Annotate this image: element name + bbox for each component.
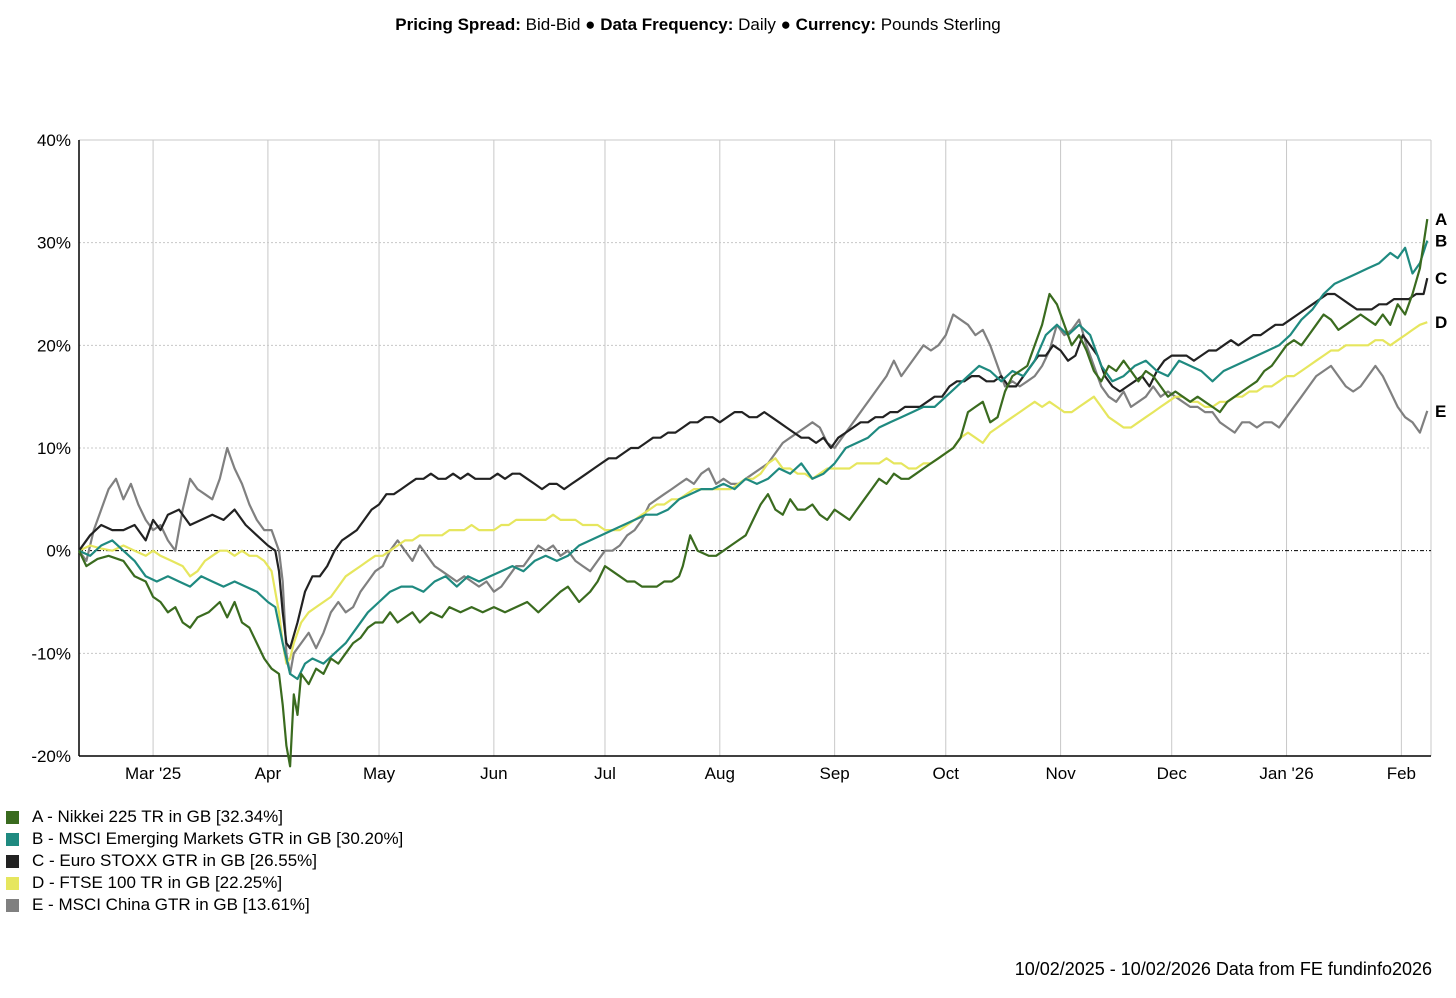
chart-axes [78,139,1432,757]
series-line-c [78,277,1429,650]
y-tick-label: 20% [37,336,71,355]
legend-item: D - FTSE 100 TR in GB [22.25%] [6,872,403,894]
header-separator: ● [780,15,791,34]
series-line-e [78,313,1429,675]
legend-item: B - MSCI Emerging Markets GTR in GB [30.… [6,828,403,850]
series-line-b [78,240,1429,681]
y-tick-label: -20% [31,747,71,766]
legend-swatch [6,898,19,912]
x-tick-label: Sep [820,764,850,783]
data-frequency-value: Daily [738,15,776,34]
chart-series [78,218,1429,768]
x-tick-label: Jan '26 [1259,764,1313,783]
header-separator: ● [585,15,596,34]
chart-grid [79,140,1431,756]
line-chart: -20% -10% 0% 10% 20% 30% 40% Mar '25 Apr May Jun Ju… [31,131,1447,783]
x-tick-label: Nov [1045,764,1076,783]
x-tick-label: Dec [1157,764,1188,783]
chart-legend: A - Nikkei 225 TR in GB [32.34%] B - MSCI… [6,806,403,916]
y-tick-label: 10% [37,439,71,458]
currency-value: Pounds Sterling [880,15,1001,34]
series-end-label: B [1435,232,1447,251]
legend-label: D - FTSE 100 TR in GB [22.25%] [32,873,283,892]
legend-swatch [6,876,19,890]
y-tick-label: 30% [37,234,71,253]
x-tick-label: Aug [705,764,735,783]
x-tick-label: Apr [255,764,282,783]
legend-item: A - Nikkei 225 TR in GB [32.34%] [6,806,403,828]
series-end-label: D [1435,313,1447,332]
y-tick-label: -10% [31,644,71,663]
pricing-spread-value: Bid-Bid [525,15,581,34]
chart-header: Pricing Spread: Bid-Bid ● Data Frequency… [0,15,1396,35]
x-tick-label: Oct [933,764,960,783]
legend-label: B - MSCI Emerging Markets GTR in GB [30.… [32,829,404,848]
currency-label: Currency: [795,15,876,34]
series-line-a [78,218,1429,768]
x-tick-label: May [363,764,396,783]
chart-footer: 10/02/2025 - 10/02/2026 Data from FE fun… [1014,959,1432,979]
x-tick-label: Jul [594,764,616,783]
legend-label: C - Euro STOXX GTR in GB [26.55%] [32,851,318,870]
legend-item: C - Euro STOXX GTR in GB [26.55%] [6,850,403,872]
legend-label: E - MSCI China GTR in GB [13.61%] [32,895,310,914]
y-tick-label: 0% [46,542,71,561]
series-end-label: E [1435,402,1446,421]
legend-label: A - Nikkei 225 TR in GB [32.34%] [32,807,284,826]
pricing-spread-label: Pricing Spread: [395,15,521,34]
legend-swatch [6,832,19,846]
x-tick-label: Feb [1387,764,1416,783]
y-tick-label: 40% [37,131,71,150]
x-tick-label: Jun [480,764,507,783]
legend-swatch [6,854,19,868]
legend-swatch [6,810,19,824]
chart-labels: -20% -10% 0% 10% 20% 30% 40% Mar '25 Apr May Jun Ju… [31,131,1447,783]
series-end-label: C [1435,269,1447,288]
x-tick-label: Mar '25 [125,764,181,783]
series-end-label: A [1435,210,1447,229]
legend-item: E - MSCI China GTR in GB [13.61%] [6,894,403,916]
series-line-d [78,321,1428,665]
data-frequency-label: Data Frequency: [600,15,734,34]
